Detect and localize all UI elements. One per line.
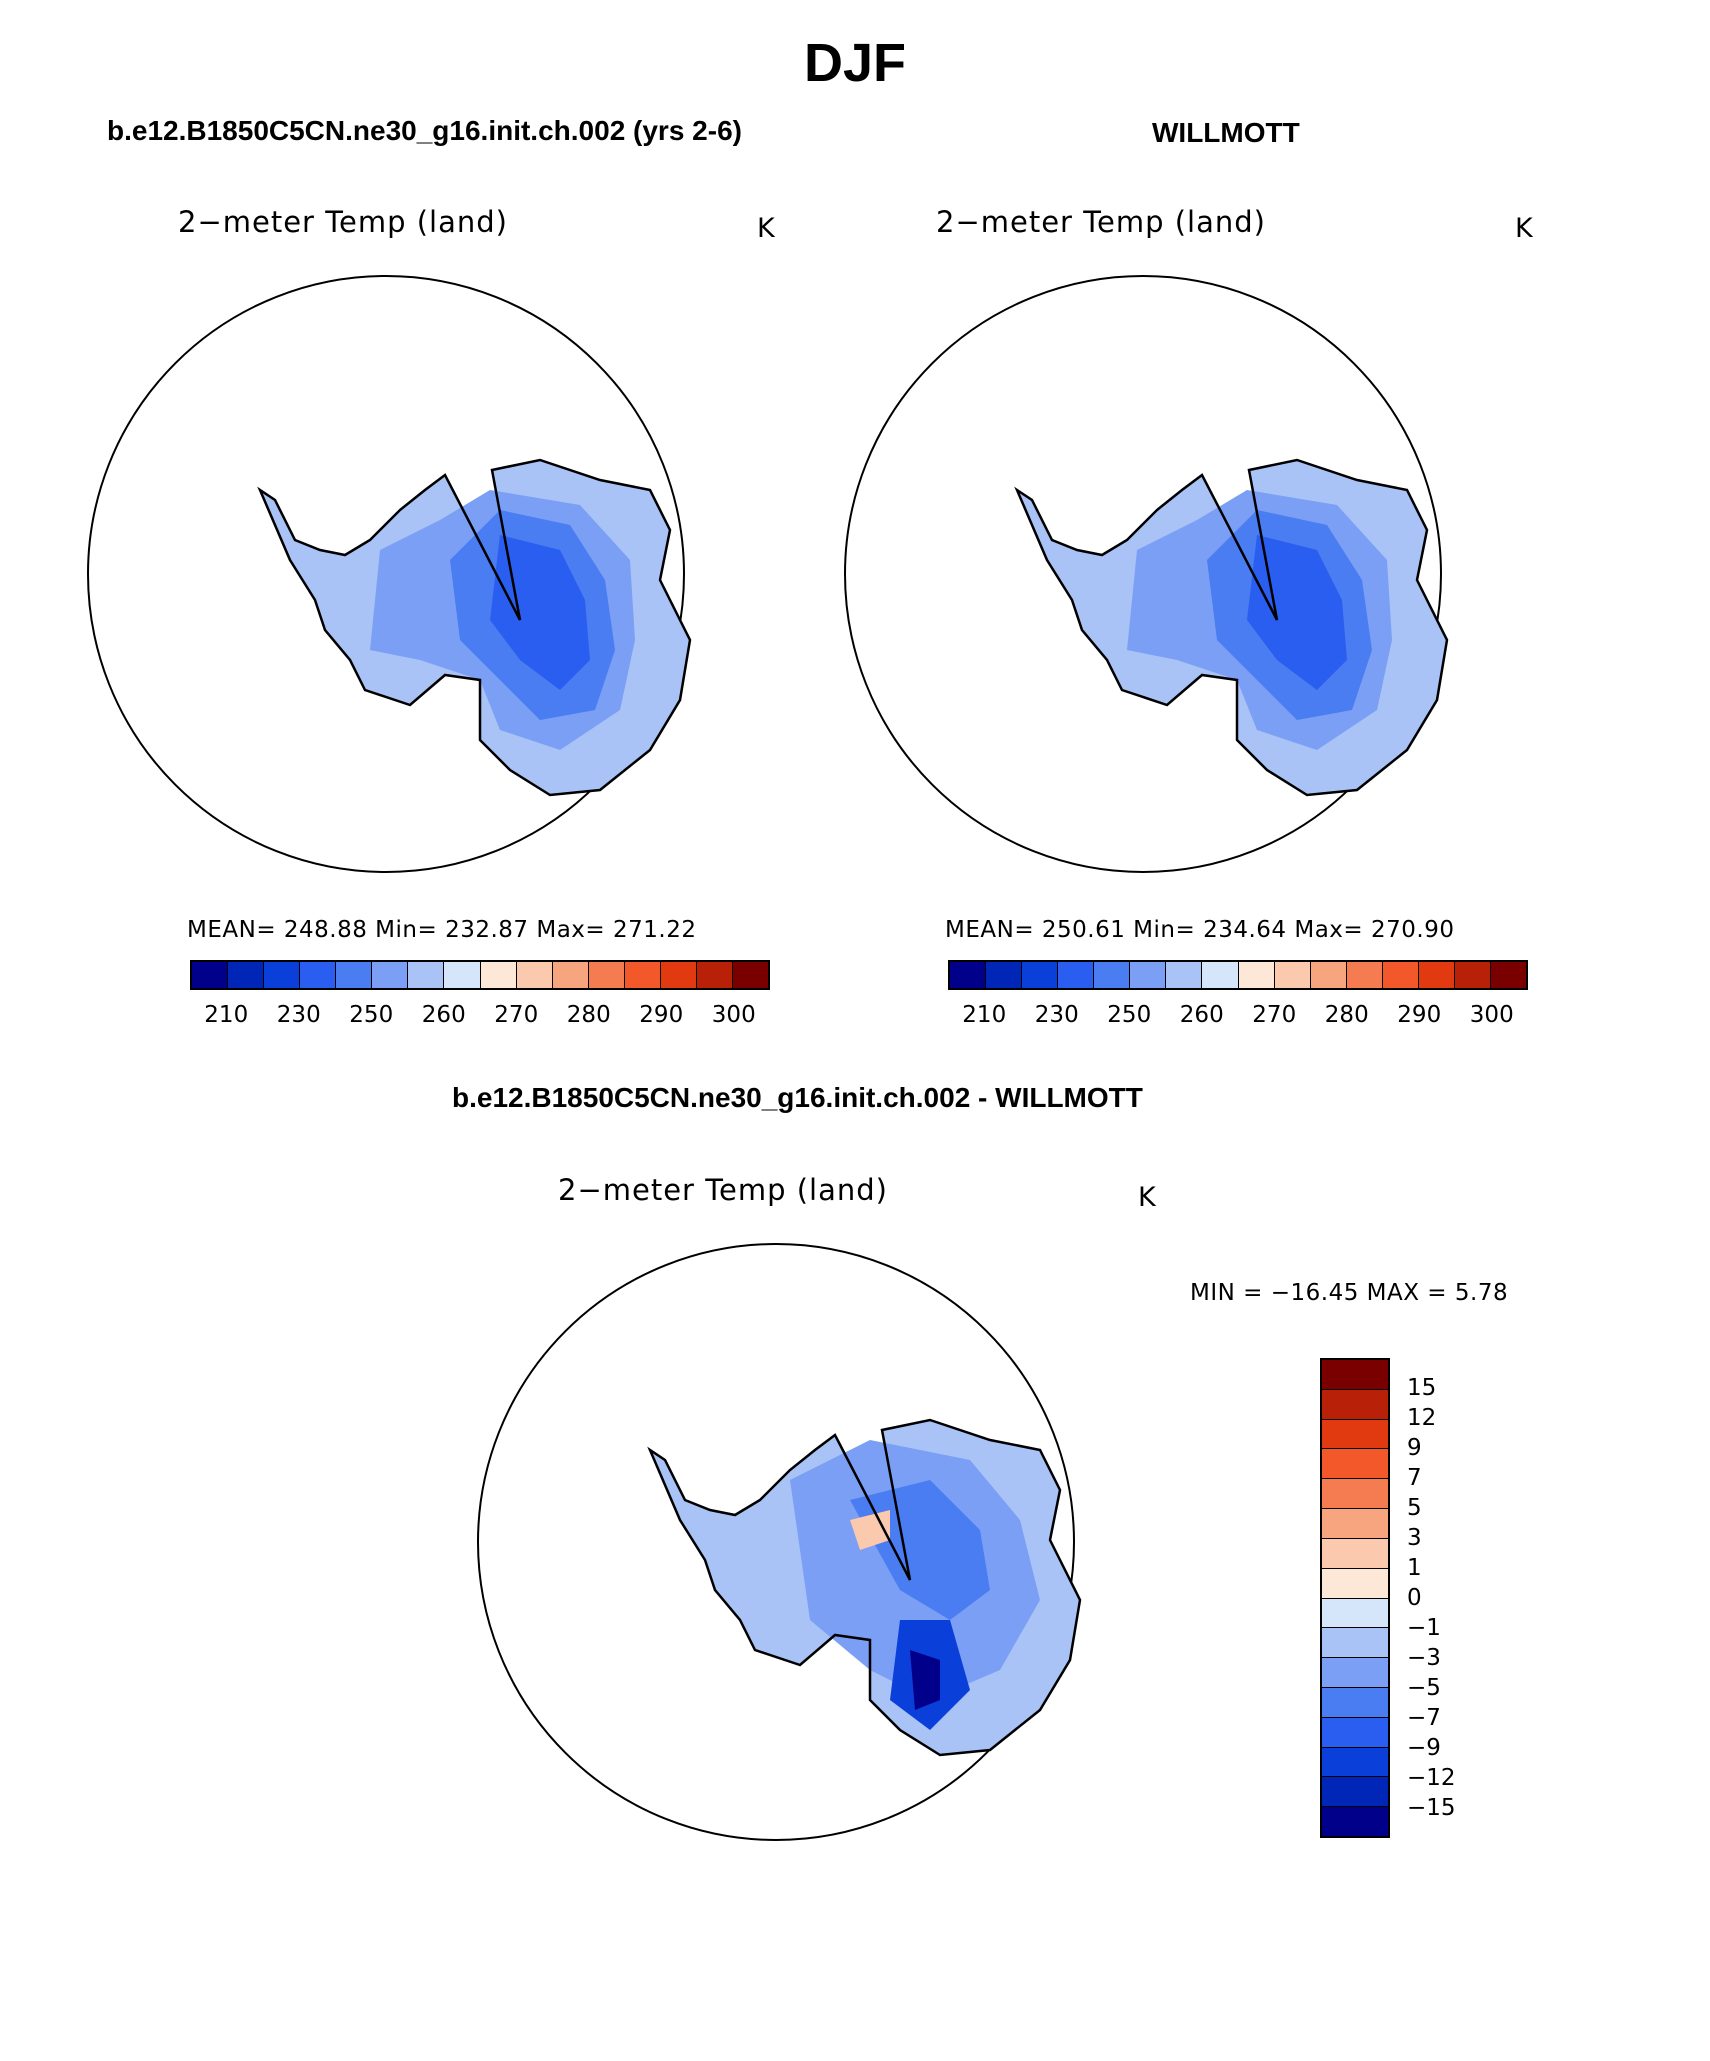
colorbar-swatch: [1094, 962, 1131, 988]
colorbar-tick-label: −9: [1407, 1735, 1441, 1761]
obs-panel-subtitle: WILLMOTT: [1152, 117, 1300, 148]
colorbar-tick-label: −15: [1407, 1795, 1456, 1821]
colorbar-tick-label: 7: [1407, 1465, 1422, 1491]
colorbar-swatch: [552, 962, 589, 988]
model-colorbar: [190, 960, 770, 990]
colorbar-tick-label: −1: [1407, 1615, 1441, 1641]
colorbar-tick-label: 260: [1179, 1002, 1224, 1028]
colorbar-tick-label: 210: [204, 1002, 249, 1028]
colorbar-tick-label: −5: [1407, 1675, 1441, 1701]
colorbar-swatch: [588, 962, 625, 988]
colorbar-swatch: [336, 962, 373, 988]
colorbar-tick-label: 12: [1407, 1405, 1437, 1431]
colorbar-swatch: [372, 962, 409, 988]
colorbar-swatch: [1322, 1568, 1388, 1599]
colorbar-swatch: [624, 962, 661, 988]
colorbar-swatch: [1322, 1658, 1388, 1688]
colorbar-tick-label: 210: [962, 1002, 1007, 1028]
colorbar-swatch: [1322, 1509, 1388, 1539]
colorbar-swatch: [408, 962, 445, 988]
colorbar-tick-label: 260: [421, 1002, 466, 1028]
colorbar-tick-label: −3: [1407, 1645, 1441, 1671]
colorbar-swatch: [986, 962, 1023, 988]
colorbar-tick-label: 290: [639, 1002, 684, 1028]
colorbar-tick-label: 270: [1252, 1002, 1297, 1028]
colorbar-tick-label: 9: [1407, 1435, 1422, 1461]
colorbar-tick-label: 290: [1397, 1002, 1442, 1028]
colorbar-tick-label: 280: [566, 1002, 611, 1028]
colorbar-swatch: [1130, 962, 1167, 988]
colorbar-swatch: [1322, 1628, 1388, 1659]
colorbar-swatch: [1322, 1389, 1388, 1420]
colorbar-tick-label: −12: [1407, 1765, 1456, 1791]
colorbar-swatch: [1418, 962, 1455, 988]
colorbar-swatch: [660, 962, 697, 988]
colorbar-swatch: [264, 962, 301, 988]
colorbar-swatch: [1022, 962, 1059, 988]
model-panel-subtitle: b.e12.B1850C5CN.ne30_g16.init.ch.002 (yr…: [107, 115, 742, 146]
obs-variable-label: 2−meter Temp (land): [936, 205, 1266, 239]
colorbar-tick-label: 1: [1407, 1555, 1422, 1581]
colorbar-swatch: [1322, 1717, 1388, 1748]
diff-minmax: MIN = −16.45 MAX = 5.78: [1190, 1280, 1509, 1306]
colorbar-swatch: [228, 962, 265, 988]
colorbar-tick-label: −7: [1407, 1705, 1441, 1731]
colorbar-swatch: [1382, 962, 1419, 988]
diff-panel-subtitle: b.e12.B1850C5CN.ne30_g16.init.ch.002 - W…: [452, 1082, 1143, 1113]
colorbar-tick-label: 5: [1407, 1495, 1422, 1521]
colorbar-swatch: [1322, 1449, 1388, 1480]
colorbar-swatch: [1202, 962, 1239, 988]
colorbar-swatch: [1058, 962, 1095, 988]
colorbar-tick-label: 0: [1407, 1585, 1422, 1611]
colorbar-swatch: [1454, 962, 1491, 988]
colorbar-tick-label: 250: [349, 1002, 394, 1028]
colorbar-swatch: [1238, 962, 1275, 988]
colorbar-swatch: [1274, 962, 1311, 988]
diff-antarctica-shape: [648, 1418, 1082, 1757]
model-variable-label: 2−meter Temp (land): [178, 205, 508, 239]
colorbar-tick-label: 230: [1034, 1002, 1079, 1028]
colorbar-swatch: [696, 962, 733, 988]
model-stats: MEAN= 248.88 Min= 232.87 Max= 271.22: [187, 917, 697, 943]
colorbar-swatch: [950, 962, 987, 988]
model-antarctica-shape: [258, 458, 692, 797]
colorbar-swatch: [1322, 1479, 1388, 1510]
colorbar-swatch: [1322, 1687, 1388, 1718]
colorbar-swatch: [1322, 1598, 1388, 1629]
obs-colorbar: [948, 960, 1528, 990]
obs-stats: MEAN= 250.61 Min= 234.64 Max= 270.90: [945, 917, 1455, 943]
colorbar-tick-label: 3: [1407, 1525, 1422, 1551]
figure-title: DJF: [803, 33, 906, 93]
colorbar-swatch: [1322, 1538, 1388, 1569]
colorbar-swatch: [1322, 1807, 1388, 1836]
colorbar-swatch: [1310, 962, 1347, 988]
diff-colorbar: [1320, 1358, 1390, 1838]
colorbar-swatch: [1322, 1777, 1388, 1808]
obs-unit-label: K: [1515, 213, 1533, 244]
colorbar-swatch: [1166, 962, 1203, 988]
colorbar-tick-label: 280: [1324, 1002, 1369, 1028]
model-unit-label: K: [757, 213, 775, 244]
colorbar-swatch: [1322, 1419, 1388, 1450]
colorbar-tick-label: 300: [1469, 1002, 1514, 1028]
colorbar-swatch: [480, 962, 517, 988]
colorbar-tick-label: 230: [276, 1002, 321, 1028]
colorbar-swatch: [1322, 1747, 1388, 1778]
colorbar-swatch: [300, 962, 337, 988]
colorbar-swatch: [732, 962, 768, 988]
colorbar-swatch: [444, 962, 481, 988]
colorbar-swatch: [516, 962, 553, 988]
colorbar-tick-label: 15: [1407, 1375, 1437, 1401]
colorbar-tick-label: 300: [711, 1002, 756, 1028]
obs-antarctica-shape: [1015, 458, 1449, 797]
colorbar-swatch: [192, 962, 229, 988]
colorbar-swatch: [1490, 962, 1526, 988]
colorbar-swatch: [1346, 962, 1383, 988]
colorbar-swatch: [1322, 1360, 1388, 1390]
diff-unit-label: K: [1138, 1182, 1156, 1213]
colorbar-tick-label: 270: [494, 1002, 539, 1028]
colorbar-tick-label: 250: [1107, 1002, 1152, 1028]
diff-variable-label: 2−meter Temp (land): [558, 1173, 888, 1207]
